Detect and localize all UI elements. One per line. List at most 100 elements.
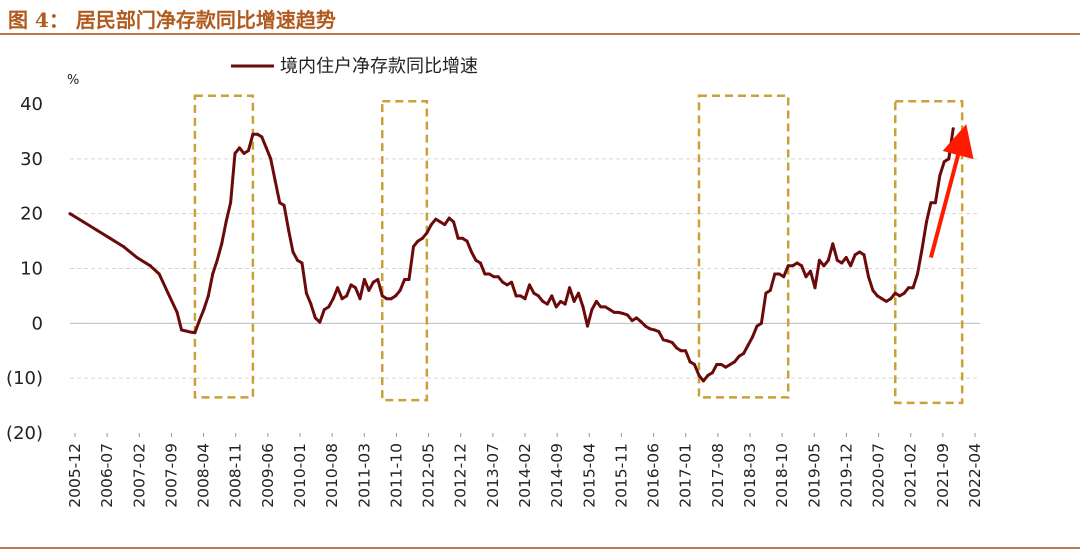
data-point [282, 203, 286, 207]
data-point [336, 286, 340, 290]
x-tick-label: 2019-05 [805, 443, 823, 508]
data-point [148, 264, 152, 268]
x-tick-label: 2020-07 [870, 443, 888, 508]
highlight-box [893, 100, 964, 405]
data-point [795, 261, 799, 265]
x-tick-label: 2015-04 [580, 443, 598, 508]
data-point [835, 258, 839, 262]
data-point [916, 272, 919, 276]
data-point [800, 264, 804, 268]
data-point [371, 280, 375, 284]
data-point [951, 127, 955, 131]
data-point [554, 305, 558, 309]
top-divider [0, 33, 1080, 35]
data-point [470, 250, 473, 254]
data-point [840, 261, 844, 265]
data-point [621, 312, 625, 315]
data-point [590, 308, 594, 312]
data-point [505, 283, 509, 287]
data-point [215, 258, 219, 262]
data-point [728, 363, 732, 366]
legend-label: 境内住户净存款同比增速 [280, 56, 478, 77]
data-point [376, 278, 380, 281]
data-point [679, 349, 683, 353]
data-point [626, 313, 630, 317]
data-point [550, 294, 554, 298]
x-tick-label: 2013-07 [484, 443, 502, 508]
data-point [434, 217, 438, 221]
x-tick-label: 2008-04 [195, 443, 213, 508]
data-point [528, 283, 531, 287]
data-point [670, 341, 674, 344]
data-point [362, 278, 366, 281]
x-tick-label: 2015-11 [612, 443, 630, 508]
data-point [719, 363, 723, 366]
data-point [652, 328, 656, 332]
series-group [68, 127, 955, 383]
data-point [777, 272, 781, 276]
data-point [487, 272, 491, 276]
x-tick-label: 2007-02 [130, 443, 148, 508]
data-point [220, 242, 224, 246]
data-point [260, 135, 264, 139]
data-point [193, 331, 197, 335]
data-point [461, 236, 464, 240]
data-point [643, 324, 647, 328]
y-tick-label: 10 [20, 259, 43, 280]
data-point [68, 212, 72, 216]
data-point [701, 379, 705, 383]
data-point [675, 346, 679, 350]
data-point [327, 305, 331, 309]
trend-arrow-group [928, 124, 974, 259]
data-point [264, 146, 268, 150]
data-point [563, 302, 567, 306]
data-point [759, 321, 763, 325]
data-point [532, 291, 536, 295]
data-point [224, 220, 228, 224]
x-tick-label: 2017-08 [709, 443, 727, 508]
data-point [657, 330, 661, 334]
data-point [853, 253, 857, 257]
x-tick-label: 2011-10 [387, 443, 405, 508]
data-point [389, 297, 393, 301]
data-point [514, 294, 518, 298]
data-point [478, 261, 482, 265]
data-point [349, 283, 353, 287]
legend: 境内住户净存款同比增速 [231, 56, 478, 77]
data-point [403, 278, 407, 281]
data-point [429, 223, 433, 227]
data-point [238, 146, 241, 150]
data-point [496, 275, 500, 279]
data-point [296, 258, 299, 262]
data-point [398, 288, 402, 292]
x-tick-label: 2014-09 [548, 443, 566, 508]
data-point [746, 343, 750, 347]
data-point [568, 286, 572, 290]
data-point [188, 330, 192, 334]
data-point [666, 339, 670, 343]
data-point [639, 320, 643, 324]
data-point [492, 275, 496, 279]
data-point [684, 349, 688, 353]
y-tick-label: 30 [20, 149, 43, 170]
data-point [367, 288, 371, 292]
data-point [635, 316, 638, 320]
data-point [608, 308, 612, 312]
data-point [849, 264, 853, 268]
data-point [581, 305, 585, 309]
data-point [407, 278, 411, 281]
data-point [246, 149, 250, 153]
data-point [309, 302, 313, 306]
x-tick-label: 2019-12 [837, 443, 855, 508]
data-point [911, 286, 915, 290]
data-point [880, 297, 884, 301]
data-point [577, 291, 580, 295]
data-point [782, 275, 786, 279]
data-point [541, 299, 545, 303]
data-point [447, 216, 451, 220]
data-point [791, 264, 795, 268]
data-point [755, 324, 759, 328]
y-unit-label: % [67, 73, 79, 88]
data-point [693, 363, 696, 366]
data-point [287, 228, 291, 232]
